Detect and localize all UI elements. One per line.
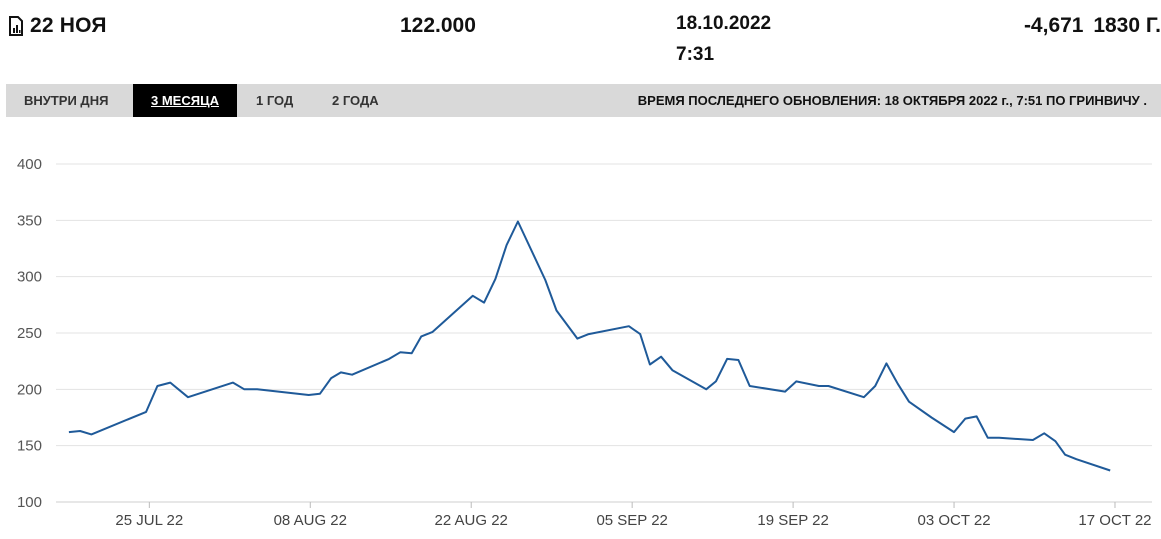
- contract-label: 22 НОЯ: [30, 14, 107, 37]
- data-point[interactable]: [241, 386, 247, 392]
- data-point[interactable]: [504, 242, 510, 248]
- x-tick-label: 22 AUG 22: [435, 512, 508, 529]
- data-point[interactable]: [647, 362, 653, 368]
- data-point[interactable]: [88, 431, 94, 437]
- data-point[interactable]: [861, 394, 867, 400]
- data-point[interactable]: [816, 383, 822, 389]
- data-point[interactable]: [735, 357, 741, 363]
- data-point[interactable]: [747, 383, 753, 389]
- tab-3-months[interactable]: 3 МЕСЯЦА: [133, 84, 237, 117]
- data-point[interactable]: [669, 367, 675, 373]
- data-point[interactable]: [782, 389, 788, 395]
- data-point[interactable]: [793, 378, 799, 384]
- data-point[interactable]: [328, 375, 334, 381]
- y-tick-label: 250: [17, 325, 42, 342]
- data-point[interactable]: [996, 435, 1002, 441]
- price-line-chart: 100 150 200 250 300 350 400 25 JUL 22 08 AUG 22…: [17, 156, 1152, 529]
- tab-intraday[interactable]: ВНУТРИ ДНЯ: [24, 93, 109, 108]
- price-change: -4,671 1830 Г.: [1024, 14, 1161, 38]
- data-point[interactable]: [430, 329, 436, 335]
- y-tick-label: 300: [17, 269, 42, 286]
- data-point[interactable]: [951, 429, 957, 435]
- data-point[interactable]: [470, 293, 476, 299]
- y-tick-label: 200: [17, 381, 42, 398]
- y-tick-label: 350: [17, 212, 42, 229]
- data-point[interactable]: [872, 383, 878, 389]
- tab-2-years[interactable]: 2 ГОДА: [332, 93, 379, 108]
- quote-date: 18.10.2022: [676, 13, 772, 34]
- data-point[interactable]: [929, 415, 935, 421]
- y-axis: 100 150 200 250 300 350 400: [17, 156, 42, 511]
- y-tick-label: 400: [17, 156, 42, 173]
- data-point[interactable]: [985, 435, 991, 441]
- data-point[interactable]: [167, 380, 173, 386]
- data-point[interactable]: [306, 392, 312, 398]
- data-point[interactable]: [895, 381, 901, 387]
- data-point[interactable]: [883, 360, 889, 366]
- price-series-line: [68, 220, 1111, 472]
- quote-header: 22 НОЯ 122.000 18.10.2022 7:31 -4,671 18…: [0, 0, 1161, 84]
- data-point[interactable]: [515, 218, 521, 224]
- data-point[interactable]: [713, 378, 719, 384]
- data-point[interactable]: [66, 429, 72, 435]
- last-updated-text: ВРЕМЯ ПОСЛЕДНЕГО ОБНОВЛЕНИЯ: 18 ОКТЯБРЯ …: [637, 93, 1147, 108]
- data-point[interactable]: [1107, 467, 1113, 473]
- data-point[interactable]: [1073, 456, 1079, 462]
- data-point[interactable]: [338, 369, 344, 375]
- x-tick-label: 08 AUG 22: [274, 512, 347, 529]
- quote-time: 7:31: [676, 44, 715, 65]
- range-tabbar: ВНУТРИ ДНЯ 3 МЕСЯЦА 1 ГОД 2 ГОДА ВРЕМЯ П…: [6, 84, 1161, 117]
- tab-1-year[interactable]: 1 ГОД: [256, 93, 294, 108]
- data-point[interactable]: [586, 331, 592, 337]
- data-point[interactable]: [143, 409, 149, 415]
- data-point[interactable]: [492, 276, 498, 282]
- contract-selector[interactable]: 22 НОЯ: [8, 14, 107, 38]
- data-point[interactable]: [77, 428, 83, 434]
- data-point[interactable]: [724, 356, 730, 362]
- x-axis: 25 JUL 22 08 AUG 22 22 AUG 22 05 SEP 22 19 S…: [115, 502, 1152, 529]
- x-tick-label: 19 SEP 22: [757, 512, 828, 529]
- y-tick-label: 150: [17, 438, 42, 455]
- data-point[interactable]: [1052, 438, 1058, 444]
- series-layer: [66, 218, 1113, 473]
- change-percent: 1830 Г.: [1093, 14, 1161, 37]
- y-tick-label: 100: [17, 494, 42, 511]
- data-point[interactable]: [185, 394, 191, 400]
- x-tick-label: 25 JUL 22: [115, 512, 183, 529]
- data-point[interactable]: [397, 349, 403, 355]
- data-point[interactable]: [554, 307, 560, 313]
- last-price: 122.000: [400, 14, 476, 37]
- data-point[interactable]: [409, 350, 415, 356]
- x-tick-label: 17 OCT 22: [1078, 512, 1151, 529]
- data-point[interactable]: [349, 372, 355, 378]
- data-point[interactable]: [481, 300, 487, 306]
- data-point[interactable]: [703, 386, 709, 392]
- data-point[interactable]: [906, 399, 912, 405]
- data-point[interactable]: [254, 386, 260, 392]
- data-point[interactable]: [1030, 437, 1036, 443]
- data-point[interactable]: [626, 323, 632, 329]
- data-point[interactable]: [542, 277, 548, 283]
- data-point[interactable]: [154, 383, 160, 389]
- data-point[interactable]: [658, 354, 664, 360]
- data-point[interactable]: [826, 383, 832, 389]
- chart-document-icon: [8, 16, 24, 36]
- data-point[interactable]: [418, 333, 424, 339]
- data-point[interactable]: [974, 413, 980, 419]
- x-tick-label: 05 SEP 22: [596, 512, 667, 529]
- data-point[interactable]: [962, 416, 968, 422]
- data-point[interactable]: [1041, 430, 1047, 436]
- data-point[interactable]: [317, 391, 323, 397]
- data-point[interactable]: [386, 356, 392, 362]
- data-point[interactable]: [574, 336, 580, 342]
- data-point[interactable]: [230, 380, 236, 386]
- grid-lines: [56, 163, 1152, 503]
- x-tick-label: 03 OCT 22: [917, 512, 990, 529]
- change-value: -4,671: [1023, 14, 1084, 37]
- data-point[interactable]: [1062, 452, 1068, 458]
- data-point[interactable]: [637, 331, 643, 337]
